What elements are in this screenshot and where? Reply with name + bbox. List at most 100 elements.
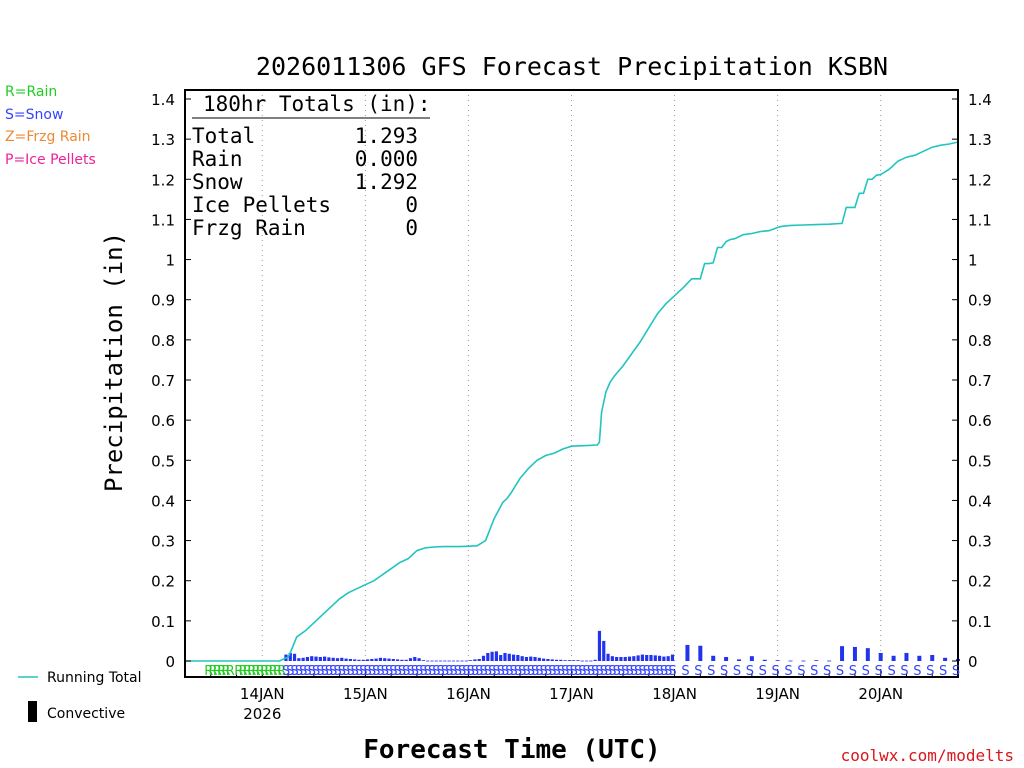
legend-ice-pellets: P=Ice Pellets: [5, 152, 96, 168]
y-tick-label-right: 1.3: [968, 131, 992, 149]
y-tick-label-left: 1.4: [151, 91, 175, 109]
precip-bar: [814, 660, 819, 661]
y-tick-label-left: 1.1: [151, 211, 175, 229]
precip-bar: [597, 630, 602, 661]
x-tick-label-14JAN: 14JAN: [240, 685, 285, 703]
snow-marker: S: [462, 664, 470, 679]
precip-bar: [563, 660, 567, 661]
precip-bar: [645, 654, 649, 661]
y-tick-label-right: 0.4: [968, 492, 992, 510]
snow-marker: S: [561, 664, 569, 679]
precip-bar: [627, 656, 632, 661]
precip-bar: [323, 656, 327, 661]
snow-marker: S: [398, 664, 406, 679]
y-tick-label-left: 1: [165, 252, 175, 270]
x-tick-sublabel: 2026: [243, 705, 281, 723]
rain-marker: R: [217, 664, 226, 679]
snow-marker: S: [647, 664, 655, 679]
snow-marker: S: [557, 664, 565, 679]
snow-marker: S: [926, 664, 934, 679]
running-total-line: [185, 141, 959, 662]
snow-marker: S: [432, 664, 440, 679]
precip-bar: [421, 660, 425, 661]
series-legend: Running Total Convective: [18, 670, 142, 722]
snow-marker: S: [355, 664, 363, 679]
snow-marker: S: [445, 664, 453, 679]
precip-bar: [559, 659, 563, 661]
precip-bar: [314, 656, 318, 661]
snow-marker: S: [299, 664, 307, 679]
precip-bar: [451, 660, 456, 662]
snow-marker: S: [497, 664, 505, 679]
precip-bar: [619, 656, 623, 661]
snow-marker: S: [565, 664, 573, 679]
precip-bar: [408, 658, 413, 661]
snow-marker: S: [449, 664, 457, 679]
snow-marker: S: [540, 664, 548, 679]
y-axis-title: Precipitation (in): [100, 232, 128, 492]
precip-bar: [840, 646, 845, 661]
y-tick-label-left: 0: [165, 653, 175, 671]
precip-bar: [711, 655, 716, 661]
snow-marker: S: [312, 664, 320, 679]
y-tick-label-left: 0.7: [151, 372, 175, 390]
precip-bar: [378, 657, 383, 661]
y-tick-label-right: 0.8: [968, 332, 992, 350]
convective-swatch: [28, 701, 37, 722]
precip-bar: [572, 660, 576, 661]
precip-bar: [335, 658, 340, 661]
totals-label-rain: Rain: [192, 147, 243, 171]
precip-bar: [494, 651, 498, 661]
precip-bar: [516, 654, 520, 661]
precip-bar: [542, 658, 546, 661]
snow-marker: S: [952, 664, 960, 679]
y-tick-label-left: 0.5: [151, 452, 175, 470]
precip-bar: [606, 653, 610, 661]
precip-bar: [736, 659, 741, 661]
y-tick-label-right: 1.2: [968, 171, 992, 189]
precip-bar: [827, 660, 832, 662]
snow-marker: S: [467, 664, 475, 679]
snow-marker: S: [286, 664, 294, 679]
precip-bar: [447, 660, 451, 662]
snow-marker: S: [342, 664, 350, 679]
precip-bar: [943, 657, 948, 661]
snow-marker: S: [406, 664, 414, 679]
snow-marker: S: [475, 664, 483, 679]
snow-marker: S: [604, 664, 612, 679]
snow-marker: S: [746, 664, 754, 679]
snow-marker: S: [784, 664, 792, 679]
precip-bar: [292, 653, 297, 661]
snow-marker: S: [810, 664, 818, 679]
snow-marker: S: [733, 664, 741, 679]
snow-marker: S: [720, 664, 728, 679]
snow-marker: S: [385, 664, 393, 679]
snow-marker: S: [617, 664, 625, 679]
precip-bar: [775, 660, 780, 661]
y-tick-label-right: 0.3: [968, 533, 992, 551]
precip-bar: [456, 660, 460, 662]
rain-marker: R: [269, 664, 278, 679]
precip-bar: [546, 658, 550, 661]
precip-bar: [724, 656, 729, 661]
precip-bar: [426, 660, 430, 662]
snow-marker: S: [681, 664, 689, 679]
snow-marker: S: [501, 664, 509, 679]
snow-marker: S: [282, 664, 290, 679]
precip-bar: [348, 658, 352, 661]
credit-link[interactable]: coolwx.com/modelts: [841, 746, 1014, 765]
snow-marker: S: [643, 664, 651, 679]
snow-marker: S: [849, 664, 857, 679]
plot-frame: [184, 89, 959, 678]
snow-marker: S: [484, 664, 492, 679]
precip-bar: [891, 655, 896, 661]
precip-bar: [301, 657, 305, 661]
snow-marker: S: [359, 664, 367, 679]
rain-marker: R: [247, 664, 256, 679]
y-tick-label-left: 0.9: [151, 292, 175, 310]
precip-bar: [473, 659, 477, 661]
precip-bar: [344, 658, 348, 661]
snow-marker: S: [630, 664, 638, 679]
snow-marker: S: [458, 664, 466, 679]
